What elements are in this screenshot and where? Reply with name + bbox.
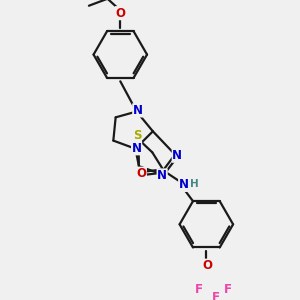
Text: N: N [132, 142, 142, 155]
Text: S: S [133, 129, 141, 142]
Text: N: N [179, 178, 189, 191]
Text: O: O [136, 167, 146, 180]
Text: N: N [157, 169, 167, 182]
Text: F: F [224, 283, 232, 296]
Text: O: O [115, 7, 125, 20]
Text: O: O [202, 259, 212, 272]
Text: H: H [190, 179, 199, 189]
Text: F: F [195, 283, 203, 296]
Text: N: N [172, 149, 182, 162]
Text: N: N [133, 104, 143, 117]
Text: F: F [212, 291, 220, 300]
